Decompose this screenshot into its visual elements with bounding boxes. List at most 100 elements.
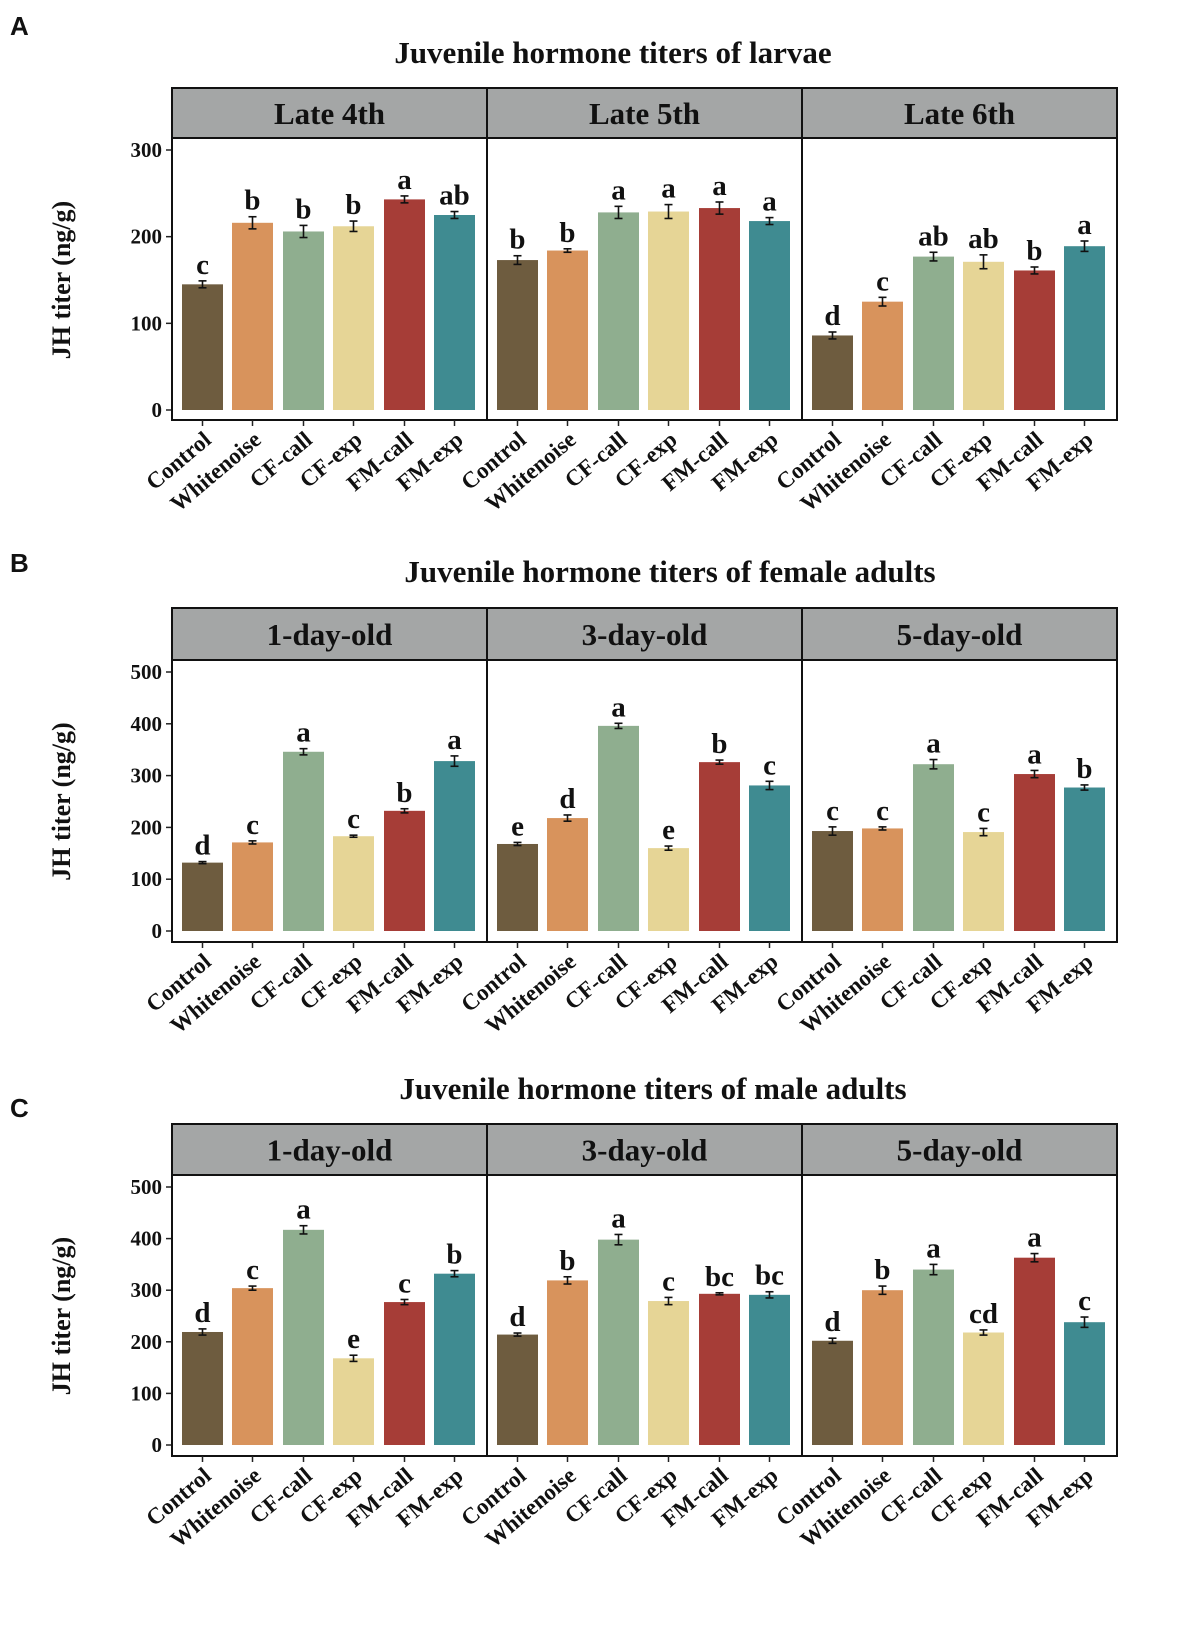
- significance-letter: b: [559, 217, 575, 249]
- facet-label: 1-day-old: [267, 617, 393, 652]
- bar: [434, 761, 475, 931]
- bar: [232, 222, 273, 410]
- y-tick-label: 200: [131, 815, 163, 839]
- significance-letter: a: [712, 170, 727, 202]
- significance-letter: d: [194, 830, 210, 862]
- bar: [384, 199, 425, 410]
- significance-letter: a: [447, 724, 462, 756]
- bar: [749, 221, 790, 410]
- bar: [182, 862, 223, 931]
- bar: [749, 1294, 790, 1445]
- significance-letter: c: [826, 795, 839, 827]
- significance-letter: ab: [918, 220, 949, 252]
- facet-strip: [486, 1123, 803, 1176]
- significance-letter: a: [611, 174, 626, 206]
- bar: [913, 764, 954, 931]
- significance-letter: c: [246, 809, 259, 841]
- bar: [333, 226, 374, 410]
- facet-strip: [486, 87, 803, 139]
- y-tick-label: 0: [152, 398, 163, 422]
- significance-letter: ab: [968, 223, 999, 255]
- significance-letter: a: [397, 164, 412, 196]
- significance-letter: ab: [439, 180, 470, 212]
- facet-3: Late 6thdControlcWhitenoiseabCF-callabCF…: [771, 87, 1118, 516]
- bar: [232, 842, 273, 931]
- bar: [812, 831, 853, 931]
- significance-letter: cd: [969, 1298, 998, 1330]
- significance-letter: a: [762, 186, 777, 218]
- facet-strip: [801, 607, 1118, 661]
- significance-letter: c: [876, 265, 889, 297]
- facet-frame: [801, 137, 1118, 421]
- significance-letter: d: [509, 1301, 525, 1333]
- significance-letter: a: [611, 1202, 626, 1234]
- y-axis-label: JH titer (ng/g): [47, 201, 76, 359]
- significance-letter: c: [763, 749, 776, 781]
- bar: [699, 762, 740, 931]
- significance-letter: c: [977, 796, 990, 828]
- significance-letter: c: [398, 1267, 411, 1299]
- bar: [384, 1302, 425, 1445]
- bar: [648, 1301, 689, 1445]
- significance-letter: a: [296, 717, 311, 749]
- facet-frame: [801, 1174, 1118, 1457]
- facet-frame: [801, 659, 1118, 943]
- facet-2: 3-day-olddControlbWhitenoiseaCF-callcCF-…: [456, 1123, 803, 1552]
- bar: [963, 261, 1004, 410]
- facet-label: 5-day-old: [897, 617, 1023, 652]
- significance-letter: e: [347, 1323, 360, 1355]
- bar: [497, 843, 538, 931]
- significance-letter: b: [1076, 753, 1092, 785]
- significance-letter: a: [1077, 209, 1092, 241]
- facet-strip: [801, 1123, 1118, 1176]
- y-tick-label: 0: [152, 919, 163, 943]
- y-tick-label: 200: [131, 225, 163, 249]
- bar: [648, 211, 689, 410]
- significance-letter: a: [296, 1194, 311, 1226]
- bar: [963, 1332, 1004, 1445]
- bar: [434, 1273, 475, 1445]
- y-tick-label: 100: [131, 867, 163, 891]
- panel-letter: C: [10, 1093, 29, 1123]
- y-tick-label: 100: [131, 311, 163, 335]
- facet-strip: [801, 87, 1118, 139]
- y-tick-label: 400: [131, 712, 163, 736]
- bar: [1014, 1257, 1055, 1445]
- facet-label: Late 5th: [589, 96, 700, 131]
- bar: [384, 810, 425, 931]
- y-tick-label: 300: [131, 764, 163, 788]
- facet-label: 1-day-old: [267, 1133, 393, 1168]
- significance-letter: a: [661, 173, 676, 205]
- y-tick-label: 200: [131, 1330, 163, 1354]
- facet-1: 1-day-olddControlcWhitenoiseaCF-calleCF-…: [141, 1123, 488, 1552]
- y-axis-label: JH titer (ng/g): [47, 722, 76, 880]
- bar: [598, 725, 639, 931]
- significance-letter: d: [824, 1306, 840, 1338]
- bar: [598, 1239, 639, 1445]
- panel-letter: A: [10, 11, 29, 41]
- bar: [283, 231, 324, 410]
- y-tick-label: 500: [131, 660, 163, 684]
- significance-letter: c: [246, 1254, 259, 1286]
- facet-label: 3-day-old: [582, 1133, 708, 1168]
- y-tick-label: 100: [131, 1381, 163, 1405]
- bar: [232, 1288, 273, 1445]
- bar: [963, 832, 1004, 931]
- chart-title: Juvenile hormone titers of female adults: [404, 554, 935, 589]
- bar: [283, 1229, 324, 1445]
- significance-letter: a: [1027, 738, 1042, 770]
- y-tick-label: 300: [131, 138, 163, 162]
- significance-letter: b: [295, 193, 311, 225]
- significance-letter: b: [345, 189, 361, 221]
- significance-letter: b: [396, 777, 412, 809]
- panel-letter: B: [10, 548, 29, 578]
- significance-letter: c: [662, 1265, 675, 1297]
- significance-letter: b: [559, 1245, 575, 1277]
- y-tick-label: 0: [152, 1433, 163, 1457]
- bar: [913, 1269, 954, 1445]
- significance-letter: d: [824, 300, 840, 332]
- facet-2: 3-day-oldeControldWhitenoiseaCF-calleCF-…: [456, 607, 803, 1038]
- significance-letter: c: [196, 249, 209, 281]
- y-tick-label: 300: [131, 1278, 163, 1302]
- bar: [333, 836, 374, 931]
